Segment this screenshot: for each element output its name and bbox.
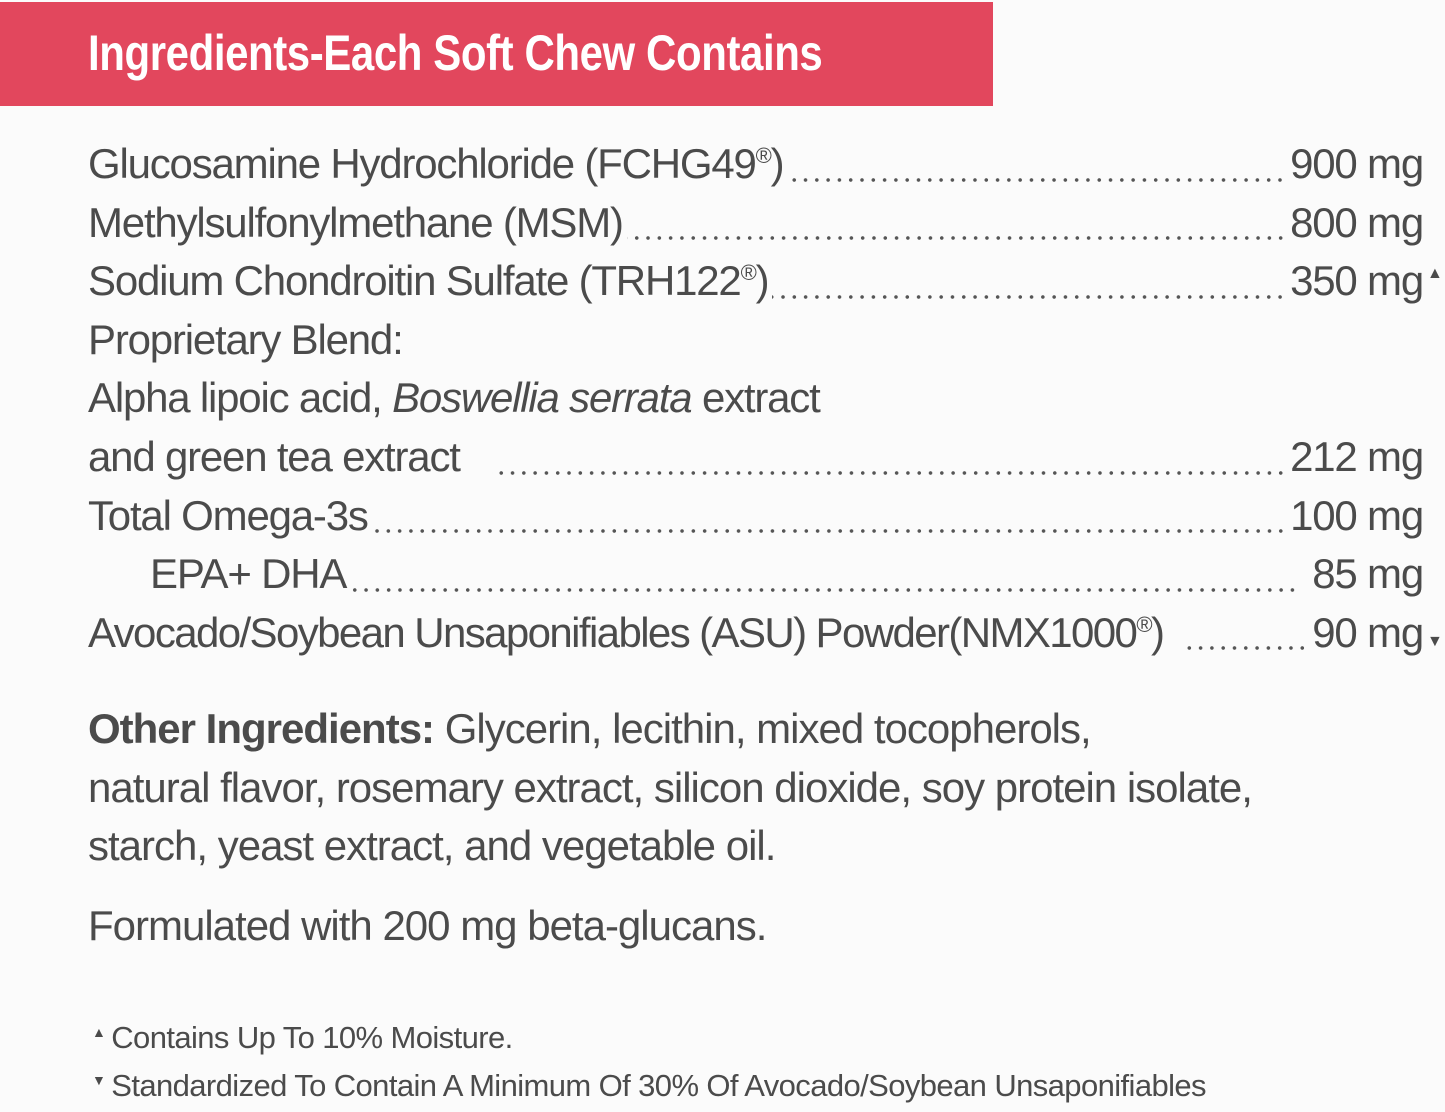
name-close: ) bbox=[770, 140, 785, 187]
ingredient-amount: 85 mg bbox=[1312, 550, 1424, 598]
name-text: extract bbox=[691, 374, 821, 422]
ingredient-list: Glucosamine Hydrochloride (FCHG49®) 900 … bbox=[88, 140, 1443, 668]
triangle-down-icon: ▼ bbox=[92, 1072, 106, 1088]
footnote-text: Standardized To Contain A Minimum Of 30%… bbox=[111, 1068, 1206, 1103]
other-ingredients: Other Ingredients: Glycerin, lecithin, m… bbox=[88, 700, 1253, 876]
ingredient-amount: 900 mg bbox=[1290, 140, 1424, 187]
footnote-mark: ▼ bbox=[1427, 632, 1443, 650]
ingredient-name: Methylsulfonylmethane (MSM) bbox=[88, 198, 624, 246]
triangle-up-icon: ▲ bbox=[92, 1024, 106, 1040]
ingredient-row: Proprietary Blend: bbox=[88, 316, 1423, 375]
ingredient-row: Sodium Chondroitin Sulfate (TRH122®) 350… bbox=[88, 257, 1443, 316]
dot-leader bbox=[626, 235, 1287, 242]
ingredient-amount: 800 mg bbox=[1290, 198, 1424, 246]
dot-leader bbox=[787, 176, 1287, 183]
name-italic: Boswellia serrata bbox=[392, 374, 693, 422]
other-line-1: Other Ingredients: Glycerin, lecithin, m… bbox=[88, 700, 1252, 759]
ingredient-amount: 212 mg bbox=[1290, 432, 1424, 480]
dot-leader bbox=[371, 528, 1287, 535]
name-text: Avocado/Soybean Unsaponifiables (ASU) Po… bbox=[88, 608, 1138, 656]
registered-mark: ® bbox=[740, 260, 757, 286]
other-line-3: starch, yeast extract, and vegetable oil… bbox=[88, 822, 776, 869]
footnote: ▲ Contains Up To 10% Moisture. bbox=[92, 1020, 513, 1056]
ingredient-amount: 90 mg bbox=[1312, 608, 1424, 656]
dot-leader bbox=[1185, 645, 1309, 652]
ingredient-amount: 100 mg bbox=[1290, 491, 1424, 539]
ingredient-row: Alpha lipoic acid, Boswellia serrata ext… bbox=[88, 374, 1423, 433]
dot-leader bbox=[772, 293, 1287, 300]
ingredient-name: Alpha lipoic acid, Boswellia serrata ext… bbox=[88, 374, 821, 422]
ingredient-name: and green tea extract bbox=[88, 432, 461, 480]
other-line-2: natural flavor, rosemary extract, silico… bbox=[88, 763, 1253, 811]
ingredient-row: EPA+ DHA 85 mg bbox=[88, 550, 1424, 609]
header-title: Ingredients-Each Soft Chew Contains bbox=[88, 25, 823, 81]
ingredient-row: Avocado/Soybean Unsaponifiables (ASU) Po… bbox=[88, 608, 1443, 668]
registered-mark: ® bbox=[1136, 611, 1152, 637]
dot-leader bbox=[491, 469, 1287, 476]
ingredient-name: Avocado/Soybean Unsaponifiables (ASU) Po… bbox=[88, 608, 1165, 657]
footnote-mark: ▲ bbox=[1427, 265, 1443, 283]
ingredient-row: Total Omega-3s 100 mg bbox=[88, 491, 1424, 551]
ingredient-row: Methylsulfonylmethane (MSM) 800 mg bbox=[88, 198, 1424, 258]
name-close: ) bbox=[755, 257, 770, 305]
ingredient-row: Glucosamine Hydrochloride (FCHG49®) 900 … bbox=[88, 140, 1424, 199]
other-label: Other Ingredients: bbox=[88, 705, 435, 752]
registered-mark: ® bbox=[755, 143, 772, 168]
name-text: Alpha lipoic acid, bbox=[88, 374, 393, 422]
dot-leader bbox=[350, 586, 1299, 593]
name-text: Glucosamine Hydrochloride (FCHG49 bbox=[88, 140, 757, 187]
formulated-note: Formulated with 200 mg beta-glucans. bbox=[88, 902, 767, 949]
ingredient-amount: 350 mg bbox=[1290, 257, 1424, 305]
footnote: ▼ Standardized To Contain A Minimum Of 30… bbox=[92, 1068, 1207, 1104]
ingredient-row: and green tea extract 212 mg bbox=[88, 432, 1424, 492]
ingredient-name: Glucosamine Hydrochloride (FCHG49®) bbox=[88, 140, 785, 188]
header-banner: Ingredients-Each Soft Chew Contains bbox=[0, 2, 993, 106]
ingredient-name: Total Omega-3s bbox=[88, 491, 369, 539]
footnote-text: Contains Up To 10% Moisture. bbox=[111, 1020, 513, 1055]
name-close: ) bbox=[1150, 608, 1165, 656]
name-text: Sodium Chondroitin Sulfate (TRH122 bbox=[88, 257, 742, 305]
ingredient-name: Proprietary Blend: bbox=[88, 315, 404, 363]
ingredient-name: Sodium Chondroitin Sulfate (TRH122®) bbox=[88, 257, 770, 305]
ingredient-name: EPA+ DHA bbox=[150, 550, 347, 598]
other-text: Glycerin, lecithin, mixed tocopherols, bbox=[434, 705, 1092, 752]
